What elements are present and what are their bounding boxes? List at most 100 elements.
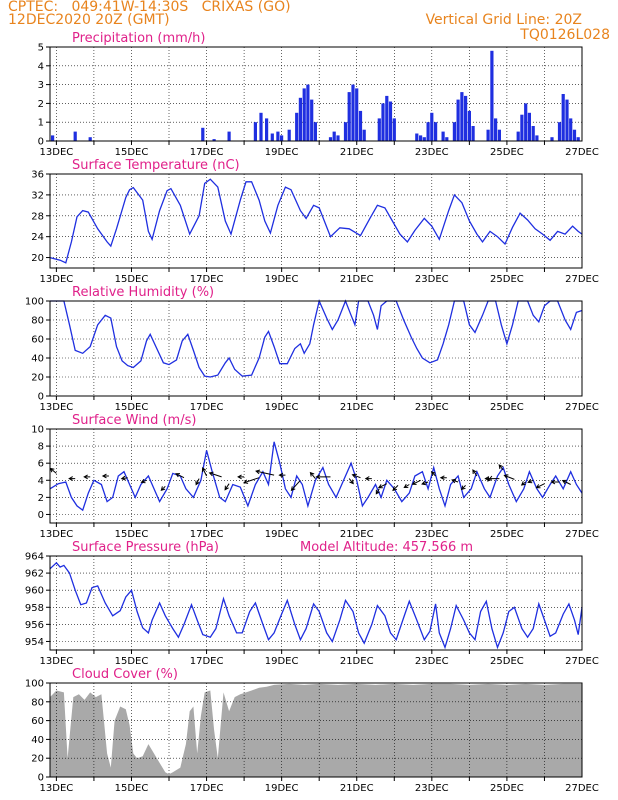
wind-vector-40 <box>550 479 560 485</box>
precip-bar-44 <box>464 95 468 141</box>
wind-vector-37 <box>520 481 526 486</box>
precipitation-xtick-label: 15DEC <box>115 147 149 158</box>
precipitation-xtick-label: 19DEC <box>265 147 299 158</box>
wind-vector-14 <box>255 469 275 476</box>
cloud-cover-xtick-label: 21DEC <box>340 783 374 794</box>
precip-bar-19 <box>328 137 333 141</box>
wind-vector-18 <box>315 474 331 480</box>
precip-bar-6 <box>253 122 257 141</box>
wind-vector-15 <box>278 472 286 478</box>
temperature-xtick-label: 23DEC <box>415 274 449 285</box>
precip-bar-39 <box>441 131 445 141</box>
temperature-xtick-label: 17DEC <box>190 274 224 285</box>
precip-bar-29 <box>381 103 385 141</box>
pressure-frame <box>49 555 583 651</box>
cloud-cover-xtick-label: 13DEC <box>40 783 74 794</box>
temperature-frame <box>49 173 583 269</box>
precip-bar-2 <box>88 137 92 141</box>
precip-bar-50 <box>497 129 501 141</box>
temperature-ytick-label: 32 <box>31 190 44 201</box>
wind-vector-16 <box>290 479 301 492</box>
wind-vector-2 <box>83 474 91 480</box>
precip-bar-49 <box>494 118 498 141</box>
precip-bar-28 <box>377 118 381 141</box>
pressure-xtick-label: 23DEC <box>415 656 449 667</box>
wind-vector-1 <box>68 476 76 481</box>
wind-xtick-label: 15DEC <box>115 529 149 540</box>
cloud-cover-area <box>50 683 582 777</box>
humidity-xtick-label: 13DEC <box>40 402 74 413</box>
wind-ytick-label: 8 <box>38 442 44 453</box>
precipitation-frame <box>49 46 583 142</box>
wind-vector-27 <box>421 480 429 486</box>
wind-vector-24 <box>392 485 399 492</box>
precip-bar-8 <box>265 118 269 141</box>
pressure-subtitle: Model Altitude: 457.566 m <box>300 540 473 555</box>
temperature-xtick-label: 25DEC <box>490 274 524 285</box>
pressure-xtick-label: 13DEC <box>40 656 74 667</box>
wind-vector-9 <box>201 467 208 477</box>
precipitation-ytick-label: 4 <box>38 61 44 72</box>
precip-bar-36 <box>426 122 430 141</box>
wind-ytick-label: 2 <box>38 493 44 504</box>
cloud-cover-title: Cloud Cover (%) <box>72 667 178 682</box>
temperature-xtick-label: 13DEC <box>40 274 74 285</box>
wind-vector-35 <box>498 464 504 471</box>
wind-vector-12 <box>237 474 245 480</box>
precip-bar-10 <box>276 131 280 141</box>
precip-bar-41 <box>452 122 456 141</box>
precipitation-ytick-label: 0 <box>38 137 44 148</box>
humidity-line <box>50 298 583 378</box>
pressure-ytick-label: 962 <box>25 569 44 580</box>
temperature-ytick-label: 28 <box>31 211 44 222</box>
precip-bar-61 <box>569 118 573 141</box>
wind-xtick-label: 17DEC <box>190 529 224 540</box>
precip-bar-40 <box>445 137 449 141</box>
precip-bar-27 <box>362 129 366 141</box>
wind-vector-38 <box>527 478 534 484</box>
precip-bar-63 <box>576 137 580 141</box>
wind-vector-41 <box>561 479 571 485</box>
wind-vector-21 <box>364 476 372 481</box>
precipitation-ytick-label: 5 <box>38 43 44 54</box>
cloud-cover-ytick-label: 0 <box>38 773 44 784</box>
precip-bar-45 <box>467 110 471 141</box>
cloud-cover-xtick-label: 17DEC <box>190 783 224 794</box>
humidity-ytick-label: 0 <box>38 392 44 403</box>
wind-xtick-label: 25DEC <box>490 529 524 540</box>
temperature-xtick-label: 21DEC <box>340 274 374 285</box>
precip-bar-59 <box>561 94 565 141</box>
humidity-xtick-label: 27DEC <box>565 402 599 413</box>
wind-ytick-label: 4 <box>38 476 44 487</box>
precip-bar-9 <box>270 133 274 141</box>
wind-vector-22 <box>375 488 380 495</box>
wind-vector-29 <box>439 475 447 481</box>
cloud-cover-panel: 0 20 40 60 80 100 13DEC 15DEC 17DEC 19DEC 21DEC 23D… <box>25 667 599 794</box>
wind-vector-39 <box>535 483 545 489</box>
precipitation-ytick-label: 3 <box>38 80 44 91</box>
pressure-title: Surface Pressure (hPa) <box>72 540 219 555</box>
precipitation-xtick-label: 25DEC <box>490 147 524 158</box>
cloud-cover-ytick-label: 20 <box>31 754 44 765</box>
precip-bar-48 <box>490 50 494 141</box>
humidity-ytick-label: 20 <box>31 373 44 384</box>
precip-bar-12 <box>287 129 291 141</box>
wind-title: Surface Wind (m/s) <box>72 413 196 428</box>
wind-vector-5 <box>140 478 147 484</box>
precip-bar-20 <box>332 131 336 141</box>
humidity-title: Relative Humidity (%) <box>72 285 214 300</box>
humidity-ytick-label: 40 <box>31 354 44 365</box>
cloud-cover-xtick-label: 27DEC <box>565 783 599 794</box>
wind-ytick-label: 6 <box>38 459 44 470</box>
precip-bar-17 <box>310 99 314 141</box>
wind-vector-4 <box>120 475 128 481</box>
temperature-title: Surface Temperature (nC) <box>72 158 240 173</box>
wind-vector-0 <box>49 467 57 474</box>
precip-bar-16 <box>306 84 310 141</box>
wind-vector-6 <box>160 485 166 492</box>
cloud-cover-ytick-label: 40 <box>31 735 44 746</box>
precip-bar-37 <box>430 112 434 141</box>
wind-panel: 0 2 4 6 8 10 13DEC 15DEC 17DEC 19DEC 21DEC 23DEC 25D… <box>31 413 599 540</box>
wind-frame <box>49 428 583 524</box>
